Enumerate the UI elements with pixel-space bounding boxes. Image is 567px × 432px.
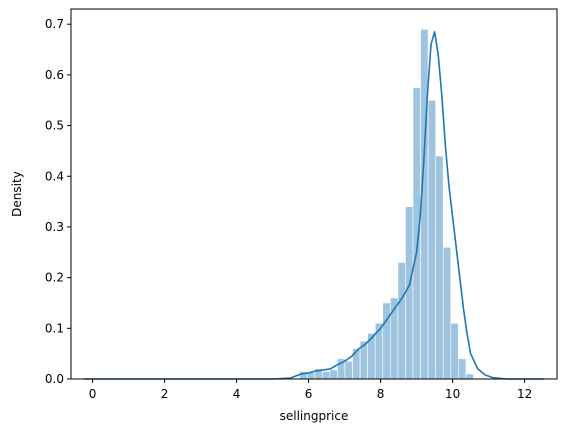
x-tick-label: 8 xyxy=(377,387,385,401)
histogram-bar xyxy=(458,359,466,379)
y-tick-label: 0.2 xyxy=(45,271,64,285)
y-tick-label: 0.4 xyxy=(45,169,64,183)
histogram-bar xyxy=(322,371,330,379)
x-tick-label: 4 xyxy=(233,387,241,401)
histogram-bar xyxy=(413,88,421,379)
histogram-bar xyxy=(443,247,451,379)
y-tick-label: 0.5 xyxy=(45,119,64,133)
x-axis-label: sellingprice xyxy=(280,409,349,423)
plot-frame xyxy=(71,9,557,379)
y-tick-label: 0.1 xyxy=(45,321,64,335)
histogram-bar xyxy=(375,323,383,379)
histogram-bar xyxy=(398,262,406,379)
x-tick-label: 10 xyxy=(445,387,460,401)
histogram-bar xyxy=(330,370,338,379)
histogram-bar xyxy=(466,374,474,379)
y-tick-label: 0.6 xyxy=(45,68,64,82)
histogram-bars xyxy=(300,29,474,379)
y-axis-ticks: 0.0 0.1 0.2 0.3 0.4 0.5 0.6 0.7 xyxy=(45,17,71,386)
y-tick-label: 0.3 xyxy=(45,220,64,234)
x-tick-label: 0 xyxy=(89,387,97,401)
kde-line xyxy=(84,32,545,379)
kde-curve xyxy=(84,32,545,379)
histogram-bar xyxy=(451,323,459,379)
histogram-bar xyxy=(383,303,391,379)
y-axis-label: Density xyxy=(10,171,24,217)
y-tick-label: 0.7 xyxy=(45,17,64,31)
y-tick-label: 0.0 xyxy=(45,372,64,386)
x-tick-label: 2 xyxy=(161,387,169,401)
histogram-bar xyxy=(428,100,436,379)
histogram-bar xyxy=(436,156,444,379)
histogram-bar xyxy=(405,207,413,379)
x-axis-ticks: 0 2 4 6 8 10 12 xyxy=(89,379,532,401)
histogram-bar xyxy=(345,361,353,379)
x-tick-label: 6 xyxy=(305,387,313,401)
x-tick-label: 12 xyxy=(517,387,532,401)
